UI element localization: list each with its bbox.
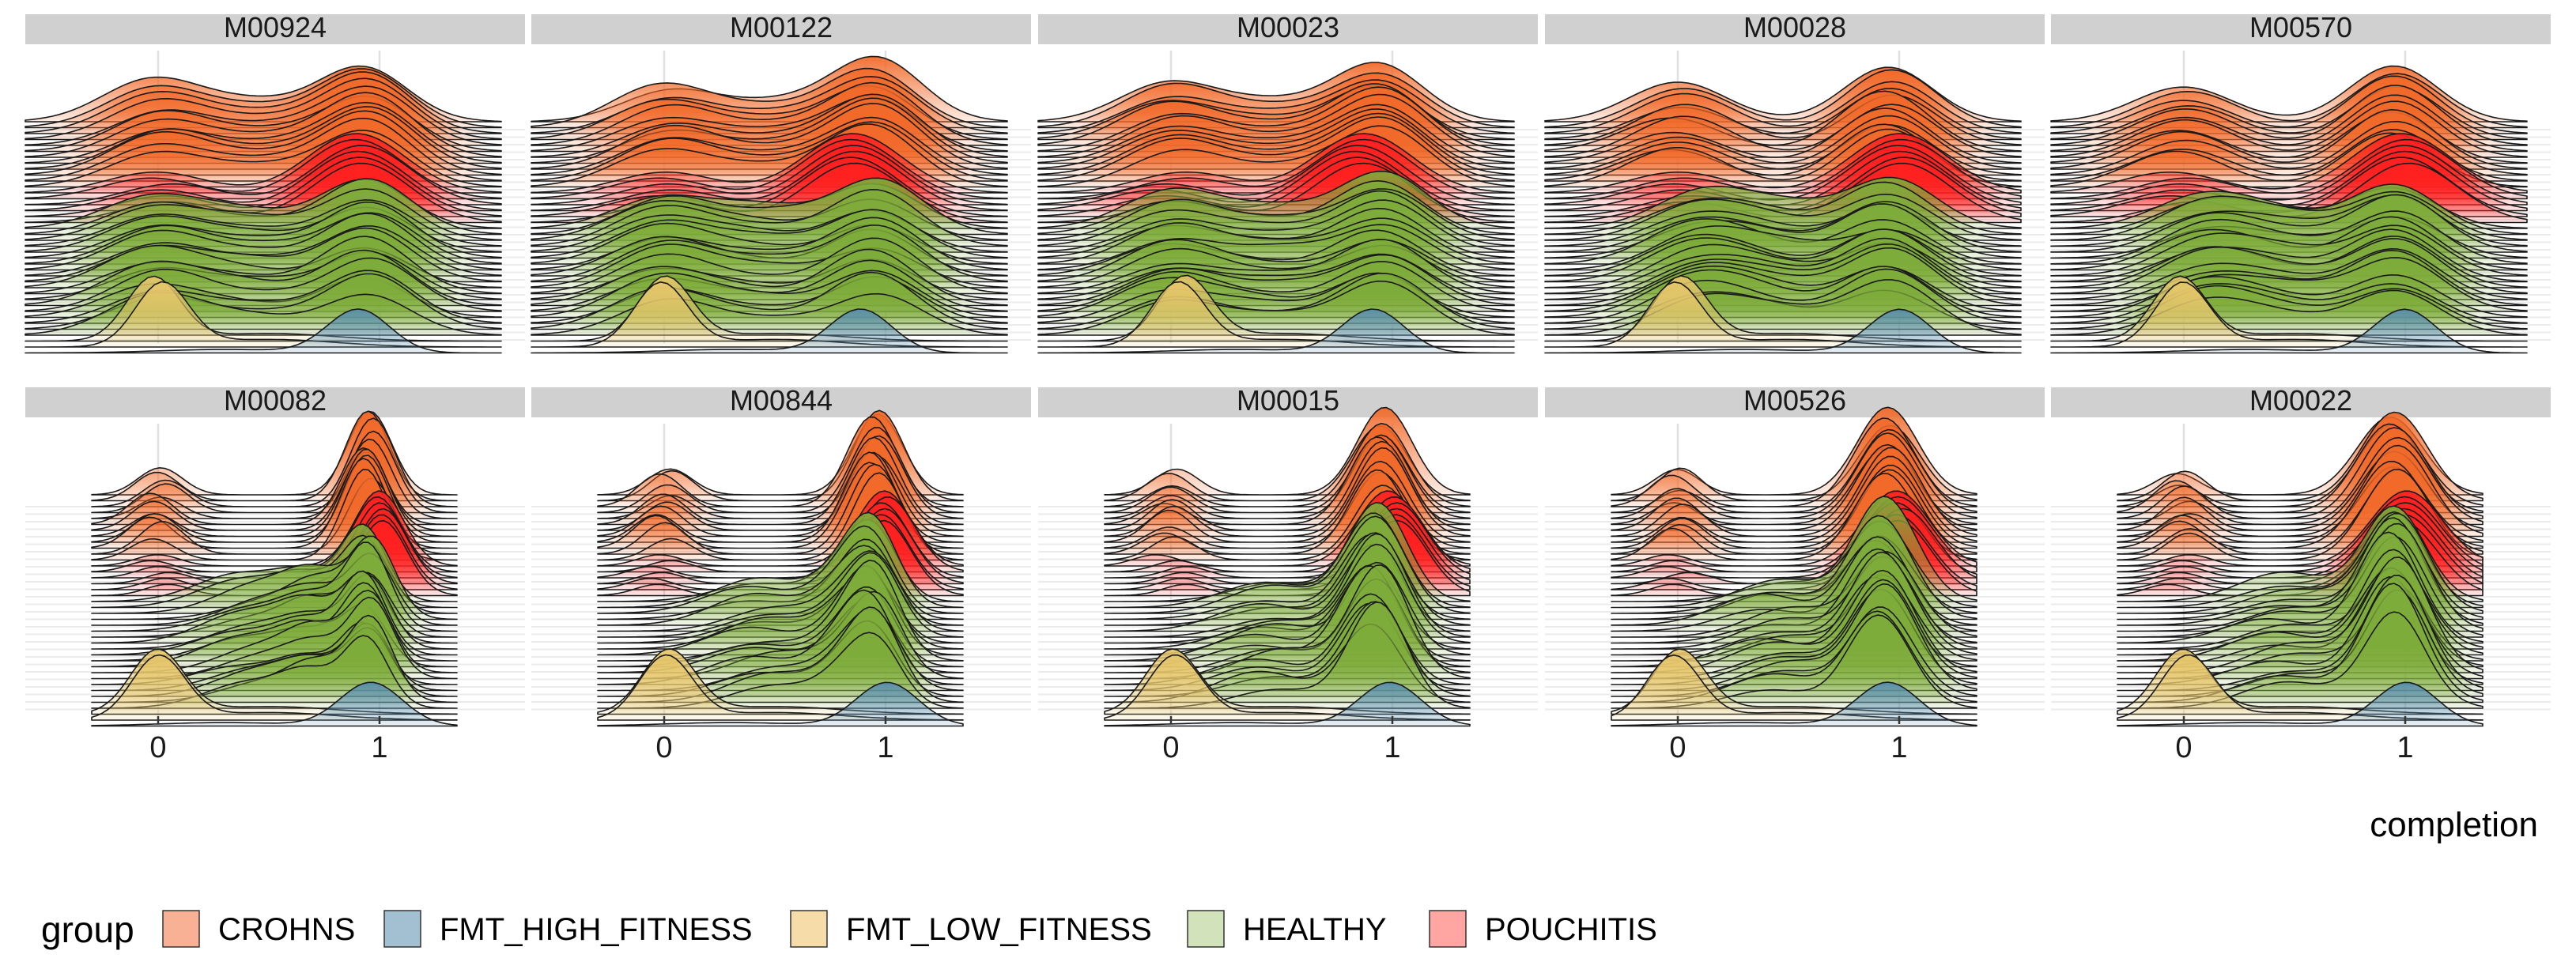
facet-strip-label: M00028 [1743, 11, 1846, 43]
legend-key [1187, 910, 1225, 948]
legend-entries: CROHNS FMT_HIGH_FITNESS FMT_LOW_FITNESS HEA… [162, 910, 1657, 948]
facet-strip [531, 14, 1031, 44]
facet-strip-label: M00082 [224, 384, 327, 417]
legend-label: FMT_LOW_FITNESS [846, 912, 1152, 947]
x-tick-label: 1 [2397, 731, 2413, 764]
legend-key [162, 910, 200, 948]
legend-label: FMT_HIGH_FITNESS [440, 912, 753, 947]
ridge-density [2050, 308, 2528, 354]
facet-panel: M00844 0 1 [531, 384, 1031, 764]
facet-strip [531, 387, 1031, 417]
ridges [2117, 411, 2483, 727]
facet-strip [1038, 14, 1538, 44]
ridges [531, 55, 1008, 354]
ridge-density [531, 308, 1008, 354]
ridges [597, 409, 964, 727]
facet-strip [1545, 387, 2045, 417]
facet-strip-label: M00924 [224, 11, 327, 43]
ridge-density [1611, 681, 1977, 727]
ridge-density [1104, 681, 1471, 727]
legend-key [1429, 910, 1467, 948]
legend-entry: CROHNS [162, 910, 355, 948]
ridge-density [531, 281, 1008, 348]
legend-entry: FMT_HIGH_FITNESS [383, 910, 753, 948]
facet-panel: M00028 [1544, 11, 2045, 354]
ridge-density [597, 681, 964, 727]
facet-panel: M00570 [2050, 11, 2551, 354]
ridge-density [1544, 308, 2022, 354]
facet-panel: M00015 0 1 [1038, 384, 1538, 764]
ridge-density [1037, 308, 1515, 354]
facet-panel: M00023 [1037, 11, 1538, 354]
facet-strip-label: M00022 [2249, 384, 2352, 417]
facet-panel: M00526 0 1 [1545, 384, 2045, 764]
facet-strip-label: M00015 [1237, 384, 1339, 417]
facet-strip [2051, 387, 2551, 417]
ridges [25, 65, 502, 354]
x-tick-label: 0 [655, 731, 672, 764]
x-tick-label: 0 [149, 731, 166, 764]
facet-strip-label: M00570 [2249, 11, 2352, 43]
ridge-density [91, 681, 458, 727]
ridge-density [2117, 681, 2483, 727]
x-tick-label: 0 [1162, 731, 1179, 764]
legend-key [383, 910, 421, 948]
ridges [1104, 406, 1471, 727]
x-tick-label: 1 [877, 731, 893, 764]
facet-strip [25, 14, 525, 44]
ridge-density [1037, 281, 1515, 348]
x-tick-label: 0 [2175, 731, 2192, 764]
ridges [2050, 65, 2528, 354]
legend-entry: POUCHITIS [1429, 910, 1657, 948]
x-tick-label: 1 [1890, 731, 1907, 764]
facet-panel: M00022 0 1 [2051, 384, 2551, 764]
ridges [1611, 406, 1977, 727]
facet-strip [1545, 14, 2045, 44]
facet-panel: M00924 [25, 11, 525, 354]
legend-label: POUCHITIS [1485, 912, 1657, 947]
facet-strip [1038, 387, 1538, 417]
facet-strip [2051, 14, 2551, 44]
facet-panel: M00122 [531, 11, 1031, 354]
x-tick-label: 0 [1669, 731, 1686, 764]
x-axis-title: completion [2370, 805, 2538, 844]
facet-panel: M00082 0 1 [25, 384, 525, 764]
ridge-density [25, 281, 502, 348]
ridges [1037, 62, 1515, 354]
legend: group CROHNS FMT_HIGH_FITNESS FMT_LOW_FITN… [41, 909, 1657, 950]
legend-entry: HEALTHY [1187, 910, 1387, 948]
ridge-density [25, 308, 502, 354]
legend-entry: FMT_LOW_FITNESS [790, 910, 1152, 948]
facet-strip-label: M00122 [730, 11, 833, 43]
facet-strip-label: M00023 [1237, 11, 1339, 43]
legend-label: CROHNS [218, 912, 355, 947]
legend-label: HEALTHY [1243, 912, 1387, 947]
ridges [1544, 66, 2022, 354]
ridges [91, 410, 458, 727]
facet-strip-label: M00844 [730, 384, 833, 417]
facet-strip [25, 387, 525, 417]
legend-key [790, 910, 828, 948]
facet-strip-label: M00526 [1743, 384, 1846, 417]
x-tick-label: 1 [1384, 731, 1400, 764]
legend-title: group [41, 909, 134, 950]
x-tick-label: 1 [371, 731, 387, 764]
